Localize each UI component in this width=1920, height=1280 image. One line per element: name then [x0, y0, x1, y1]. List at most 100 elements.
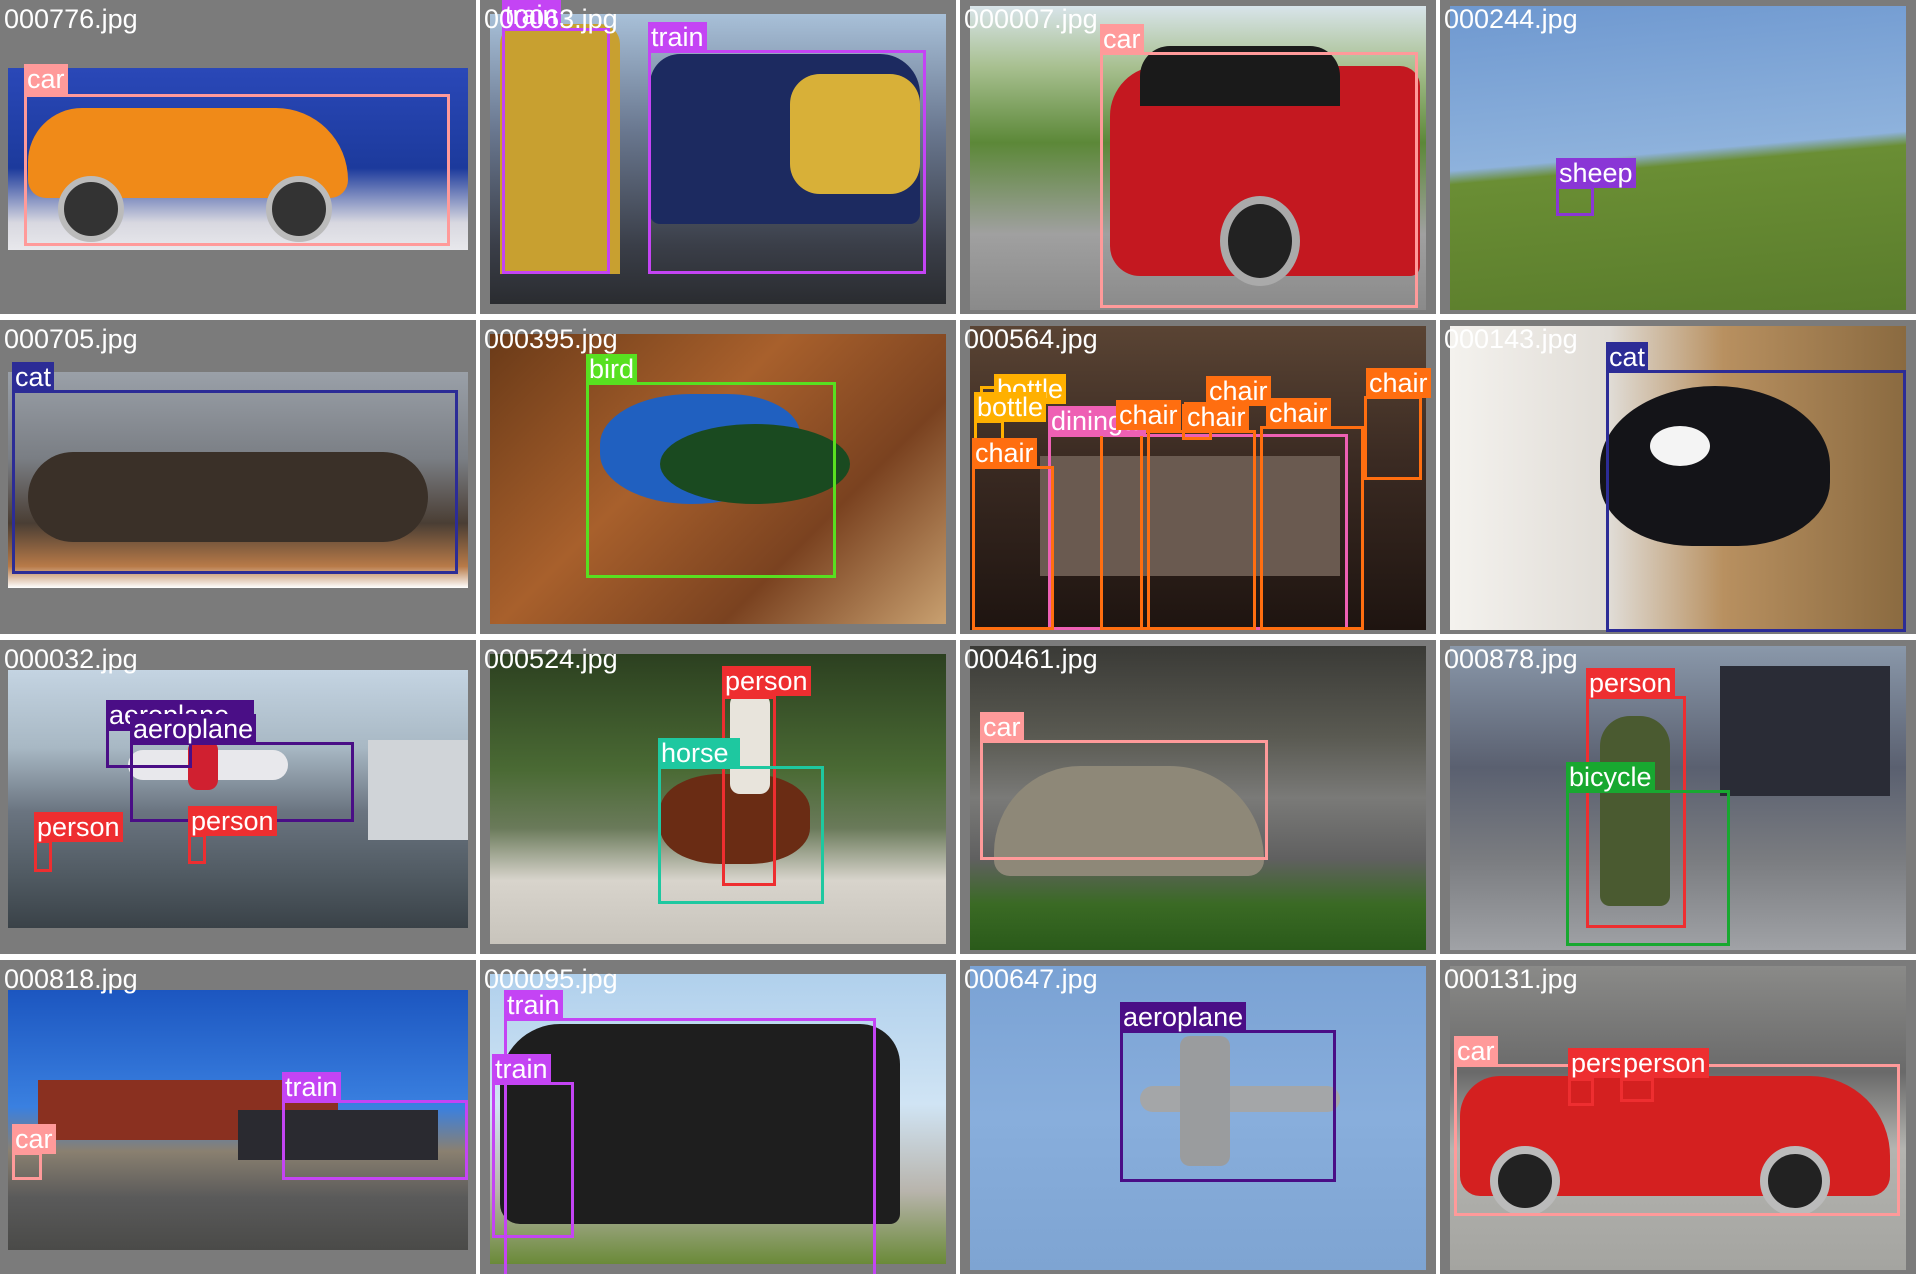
image-tile: 000131.jpg car person person [1440, 960, 1916, 1274]
bbox-label: chair [972, 438, 1037, 468]
bbox-bicycle [1566, 790, 1730, 946]
filename: 000524.jpg [484, 644, 618, 674]
bbox-car [1100, 52, 1418, 308]
bbox-train [502, 28, 610, 274]
filename: 000063.jpg [484, 4, 618, 34]
bbox-cat [1606, 370, 1906, 632]
bbox-label: train [492, 1054, 551, 1084]
bbox-train [648, 50, 926, 274]
bbox-label: chair [1184, 402, 1249, 432]
bbox-label: person [188, 806, 277, 836]
bbox-label: person [1620, 1048, 1709, 1078]
image-tile: 000524.jpg person horse [480, 640, 956, 954]
bbox-label: car [12, 1124, 56, 1154]
bbox-label: horse [658, 738, 740, 768]
bbox-label: cat [1606, 342, 1649, 372]
image-tile: 000705.jpg cat [0, 320, 476, 634]
bbox-label: chair [1206, 376, 1271, 406]
bbox-car [24, 94, 450, 246]
bbox-person [188, 834, 206, 864]
bbox-sheep [1556, 186, 1594, 216]
image-tile: 000776.jpg car [0, 0, 476, 314]
image-tile: 000007.jpg car [960, 0, 1436, 314]
filename: 000818.jpg [4, 964, 138, 994]
image-tile: 000878.jpg person bicycle [1440, 640, 1916, 954]
image-tile: 000143.jpg cat [1440, 320, 1916, 634]
bbox-chair [1364, 396, 1422, 480]
bbox-label: chair [1366, 368, 1431, 398]
bbox-chair [1260, 426, 1364, 630]
bbox-car [12, 1152, 42, 1180]
filename: 000131.jpg [1444, 964, 1578, 994]
bbox-label: person [722, 666, 811, 696]
filename: 000143.jpg [1444, 324, 1578, 354]
photo [1450, 966, 1906, 1270]
image-tile: 000032.jpg aeroplane aeroplane person pe… [0, 640, 476, 954]
bbox-label: car [24, 64, 68, 94]
photo [1450, 326, 1906, 630]
bbox-person [34, 840, 52, 872]
bbox-person [1568, 1078, 1594, 1106]
bbox-label: car [1454, 1036, 1498, 1066]
image-tile: 000063.jpg train train [480, 0, 956, 314]
filename: 000395.jpg [484, 324, 618, 354]
filename: 000032.jpg [4, 644, 138, 674]
bbox-label: train [504, 990, 563, 1020]
bbox-label: sheep [1556, 158, 1636, 188]
bbox-car [980, 740, 1268, 860]
bbox-label: car [1100, 24, 1144, 54]
filename: 000878.jpg [1444, 644, 1578, 674]
filename: 000564.jpg [964, 324, 1098, 354]
photo [490, 14, 946, 304]
bbox-bird [586, 382, 836, 578]
image-tile: 000818.jpg train car [0, 960, 476, 1274]
bbox-label: train [502, 0, 561, 30]
filename: 000705.jpg [4, 324, 138, 354]
filename: 000776.jpg [4, 4, 138, 34]
image-tile: 000095.jpg train train [480, 960, 956, 1274]
filename: 000647.jpg [964, 964, 1098, 994]
bbox-label: chair [1266, 398, 1331, 428]
photo [8, 68, 468, 250]
bbox-aeroplane [1120, 1030, 1336, 1182]
bbox-car [1454, 1064, 1900, 1216]
image-tile: 000461.jpg car [960, 640, 1436, 954]
image-tile: 000564.jpg bottle bottle diningtable cha… [960, 320, 1436, 634]
image-tile: 000647.jpg aeroplane [960, 960, 1436, 1274]
photo [970, 6, 1426, 310]
image-tile: 000395.jpg bird [480, 320, 956, 634]
bbox-train [282, 1100, 468, 1180]
filename: 000007.jpg [964, 4, 1098, 34]
bbox-chair [972, 466, 1054, 630]
bbox-label: train [282, 1072, 341, 1102]
bbox-person [722, 696, 776, 886]
filename: 000095.jpg [484, 964, 618, 994]
bbox-label: bird [586, 354, 638, 384]
image-tile: 000244.jpg sheep [1440, 0, 1916, 314]
bbox-label: person [1568, 1048, 1626, 1078]
bbox-person [1620, 1078, 1654, 1102]
filename: 000244.jpg [1444, 4, 1578, 34]
bbox-label: person [1586, 668, 1675, 698]
bbox-cat [12, 390, 458, 574]
bbox-label: person [34, 812, 123, 842]
bbox-label: bottle [974, 392, 1047, 422]
photo [8, 670, 468, 928]
bbox-label: aeroplane [130, 714, 257, 744]
bbox-train [492, 1082, 574, 1238]
photo [490, 974, 946, 1264]
photo [8, 372, 468, 588]
bbox-label: car [980, 712, 1024, 742]
filename: 000461.jpg [964, 644, 1098, 674]
bbox-chair [1140, 430, 1256, 630]
photo [1450, 6, 1906, 310]
bbox-horse [658, 766, 824, 904]
bbox-label: chair [1116, 400, 1181, 430]
photo [1450, 646, 1906, 950]
photo [490, 654, 946, 944]
bbox-label: bicycle [1566, 762, 1655, 792]
bbox-train [504, 1018, 876, 1274]
bbox-label: aeroplane [1120, 1002, 1247, 1032]
bbox-label: train [648, 22, 707, 52]
